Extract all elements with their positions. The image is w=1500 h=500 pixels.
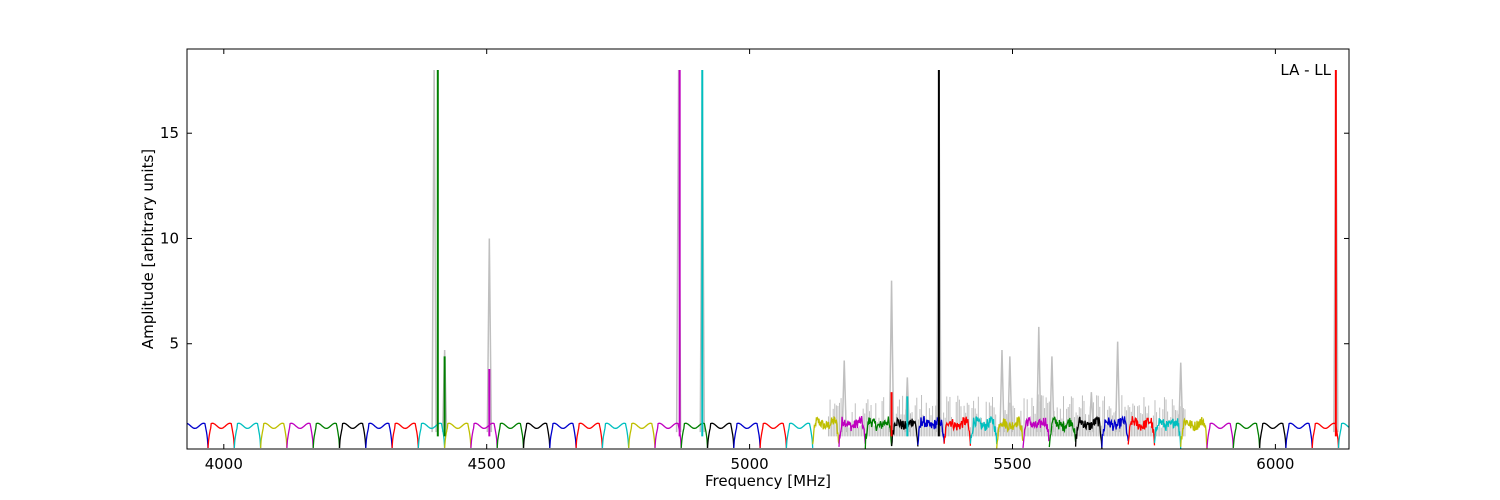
x-tick-label: 5000 [731,455,769,473]
channel-series-5 [312,422,341,448]
channel-series-3 [259,422,288,448]
channel-series-18 [654,422,682,448]
background-spike-2 [486,238,493,433]
background-spike-4 [699,70,706,433]
background-spike-5 [841,360,847,433]
channel-series-layer [186,415,1350,449]
background-series-layer [431,70,1339,437]
channel-series-20 [706,422,735,448]
channel-series-1 [207,422,235,448]
background-spike-8 [936,70,942,433]
channel-series-8 [391,422,419,448]
channel-series-27 [890,416,919,447]
x-tick-label: 4000 [205,455,243,473]
channel-series-22 [759,422,788,448]
channel-series-24 [812,415,840,445]
channel-series-36 [1127,416,1156,446]
channel-series-23 [785,422,814,448]
x-tick-label: 6000 [1256,455,1294,473]
channel-series-30 [969,416,998,445]
annotation-label: LA - LL [1280,61,1331,79]
x-tick-label: 5500 [993,455,1031,473]
y-tick-label: 10 [160,229,179,247]
channel-series-11 [470,422,498,448]
channel-series-2 [233,422,262,448]
y-tick-label: 5 [169,335,179,353]
channel-series-33 [1048,416,1077,448]
background-spike-11 [1036,326,1042,433]
background-spike-9 [999,350,1005,433]
channel-series-13 [522,422,551,448]
channel-series-39 [1206,422,1234,448]
background-spike-6 [888,280,895,433]
background-spike-10 [1007,356,1013,433]
channel-series-17 [628,422,656,448]
channel-series-35 [1101,415,1129,448]
channel-series-29 [943,416,972,446]
x-axis-label: Frequency [MHz] [705,472,831,490]
tick-layer: 4000 4500 5000 5500 6000 5 10 15 [160,49,1349,473]
channel-series-31 [996,416,1024,449]
channel-series-40 [1232,422,1261,448]
channel-series-7 [365,422,393,448]
background-spike-14 [1114,341,1121,433]
y-tick-label: 15 [160,124,179,142]
channel-series-34 [1074,415,1103,449]
y-axis-label: Amplitude [arbitrary units] [139,149,157,349]
channel-series-9 [417,422,446,448]
channel-series-12 [496,422,525,448]
channel-series-15 [575,422,604,448]
channel-series-16 [601,422,630,448]
channel-series-32 [1022,416,1050,448]
channel-series-43 [1311,422,1340,448]
background-spike-1 [441,350,448,433]
channel-series-42 [1285,422,1313,448]
background-spike-0 [431,70,437,433]
channel-series-10 [443,422,472,448]
plot-frame [186,48,1350,450]
channel-series-41 [1258,422,1287,448]
channel-series-6 [338,422,367,448]
channel-series-26 [864,416,893,449]
spike-layer [436,70,1337,437]
channel-series-4 [286,422,314,448]
channel-series-25 [838,415,866,447]
channel-series-37 [1153,418,1182,449]
channel-series-38 [1180,417,1208,449]
channel-series-0 [186,422,209,448]
channel-series-14 [549,422,577,448]
background-spike-16 [1333,70,1339,433]
channel-series-21 [733,422,761,448]
channel-series-44 [1337,422,1350,448]
x-tick-label: 4500 [468,455,506,473]
